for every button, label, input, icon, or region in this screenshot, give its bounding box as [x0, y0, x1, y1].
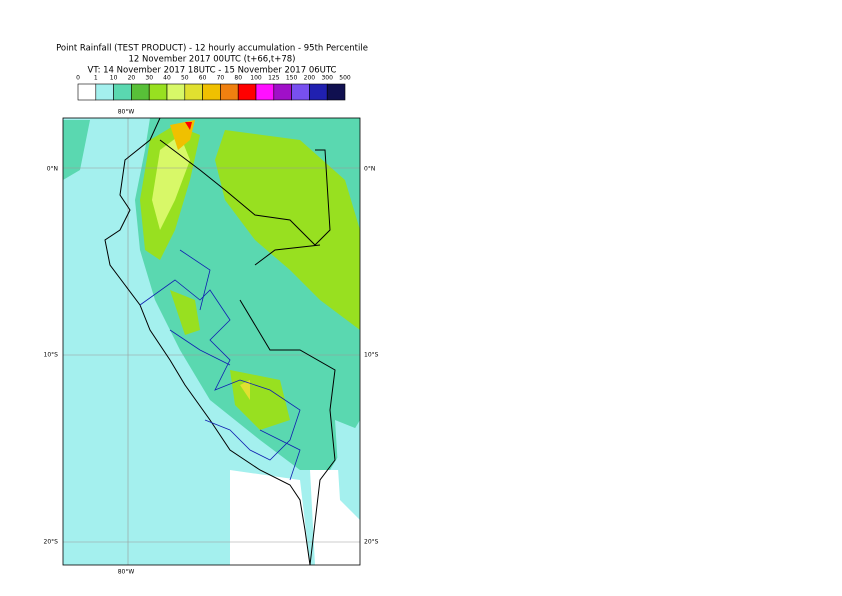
- legend-label: 30: [145, 75, 153, 82]
- shade-0: [230, 470, 310, 565]
- legend: 0 1 10 20 30 40 50 60 70 80 100 125 150 200 300 500: [76, 75, 351, 101]
- legend-swatch: [77, 83, 97, 101]
- legend-label: 50: [181, 75, 189, 82]
- legend-swatch: [291, 83, 310, 101]
- legend-label: 60: [199, 75, 207, 82]
- legend-label: 500: [339, 75, 351, 82]
- legend-label: 80: [234, 75, 242, 82]
- legend-swatch: [95, 83, 114, 101]
- shade-1: [335, 420, 360, 520]
- legend-label: 10: [110, 75, 118, 82]
- coastline: [104, 118, 311, 565]
- validity-time: VT: 14 November 2017 18UTC - 15 November…: [88, 66, 337, 76]
- shade-30: [215, 130, 360, 330]
- legend-label: 150: [286, 75, 298, 82]
- legend-label: 40: [163, 75, 171, 82]
- lat-label: 10°S: [364, 352, 379, 359]
- legend-swatch: [326, 83, 346, 101]
- legend-swatch: [220, 83, 239, 101]
- lon-label: 80°W: [118, 109, 135, 116]
- legend-label: 1: [94, 75, 98, 82]
- legend-label: 300: [321, 75, 333, 82]
- shade-10: [63, 120, 90, 180]
- legend-swatch: [237, 83, 257, 101]
- legend-label: 125: [268, 75, 280, 82]
- legend-label: 200: [304, 75, 316, 82]
- legend-label: 70: [217, 75, 225, 82]
- legend-label: 100: [250, 75, 262, 82]
- legend-swatch: [202, 83, 221, 101]
- shade-30: [170, 290, 200, 335]
- lat-label: 0°N: [47, 166, 58, 173]
- legend-label: 0: [76, 75, 80, 82]
- borders: [159, 139, 336, 565]
- lat-label: 0°N: [364, 166, 375, 173]
- legend-swatch: [184, 83, 203, 101]
- legend-swatch: [255, 83, 275, 101]
- legend-swatch: [131, 83, 150, 101]
- lat-label: 20°S: [44, 539, 59, 546]
- title: Point Rainfall (TEST PRODUCT) - 12 hourl…: [56, 44, 368, 54]
- legend-swatch: [113, 83, 132, 101]
- shade-50: [240, 380, 250, 400]
- lat-label: 10°S: [44, 352, 59, 359]
- legend-swatch: [309, 83, 328, 101]
- legend-label: 20: [128, 75, 136, 82]
- shade-80: [185, 122, 192, 130]
- lat-label: 20°S: [364, 539, 379, 546]
- shade-40: [152, 135, 190, 230]
- legend-swatch: [166, 83, 186, 101]
- region-borders: [139, 249, 301, 481]
- map: [63, 118, 360, 565]
- lon-label: 80°W: [118, 569, 135, 576]
- legend-swatch: [273, 83, 292, 101]
- legend-swatch: [148, 83, 168, 101]
- graticule: [63, 118, 360, 565]
- run-time: 12 November 2017 00UTC (t+66,t+78): [128, 55, 295, 65]
- map-frame: [62, 117, 361, 566]
